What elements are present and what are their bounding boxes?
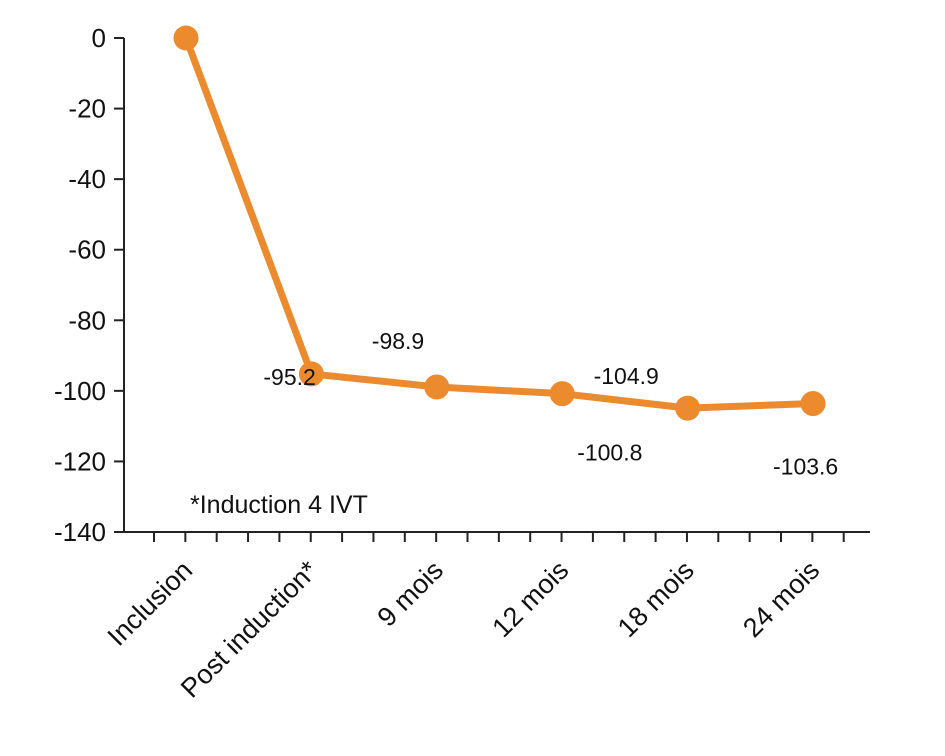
series-line	[182, 36, 814, 412]
data-label: -95.2	[263, 364, 315, 390]
y-tick-label: -100	[54, 376, 106, 406]
x-category-label: 12 mois	[486, 555, 574, 643]
data-point	[173, 25, 199, 51]
y-tick-label: -140	[54, 517, 106, 547]
data-label: -100.8	[577, 440, 642, 466]
x-category-label: 18 mois	[612, 555, 700, 643]
data-point	[800, 391, 826, 417]
induction-note: *Induction 4 IVT	[190, 491, 368, 519]
series-line-group	[173, 25, 826, 421]
data-labels: -95.2 -98.9 -100.8 -104.9 -103.6	[263, 328, 838, 480]
y-tick-label: -40	[68, 164, 106, 194]
data-point	[549, 381, 575, 407]
y-tick-label: 0	[92, 23, 106, 53]
x-category-label: 9 mois	[372, 555, 449, 632]
y-tick-label: -60	[68, 235, 106, 265]
data-label: -104.9	[594, 363, 659, 389]
y-tick-label: -20	[68, 94, 106, 124]
y-tick-label: -120	[54, 446, 106, 476]
x-category-label: 24 mois	[737, 555, 825, 643]
data-point	[298, 361, 324, 387]
data-point	[675, 395, 701, 421]
data-label: -103.6	[773, 454, 838, 480]
y-tick-label: -80	[68, 305, 106, 335]
data-point	[424, 374, 450, 400]
x-category-label: Inclusion	[102, 555, 199, 652]
y-axis: 0 -20 -40 -60 -80 -100 -120 -140	[54, 23, 125, 547]
data-label: -98.9	[372, 328, 424, 354]
